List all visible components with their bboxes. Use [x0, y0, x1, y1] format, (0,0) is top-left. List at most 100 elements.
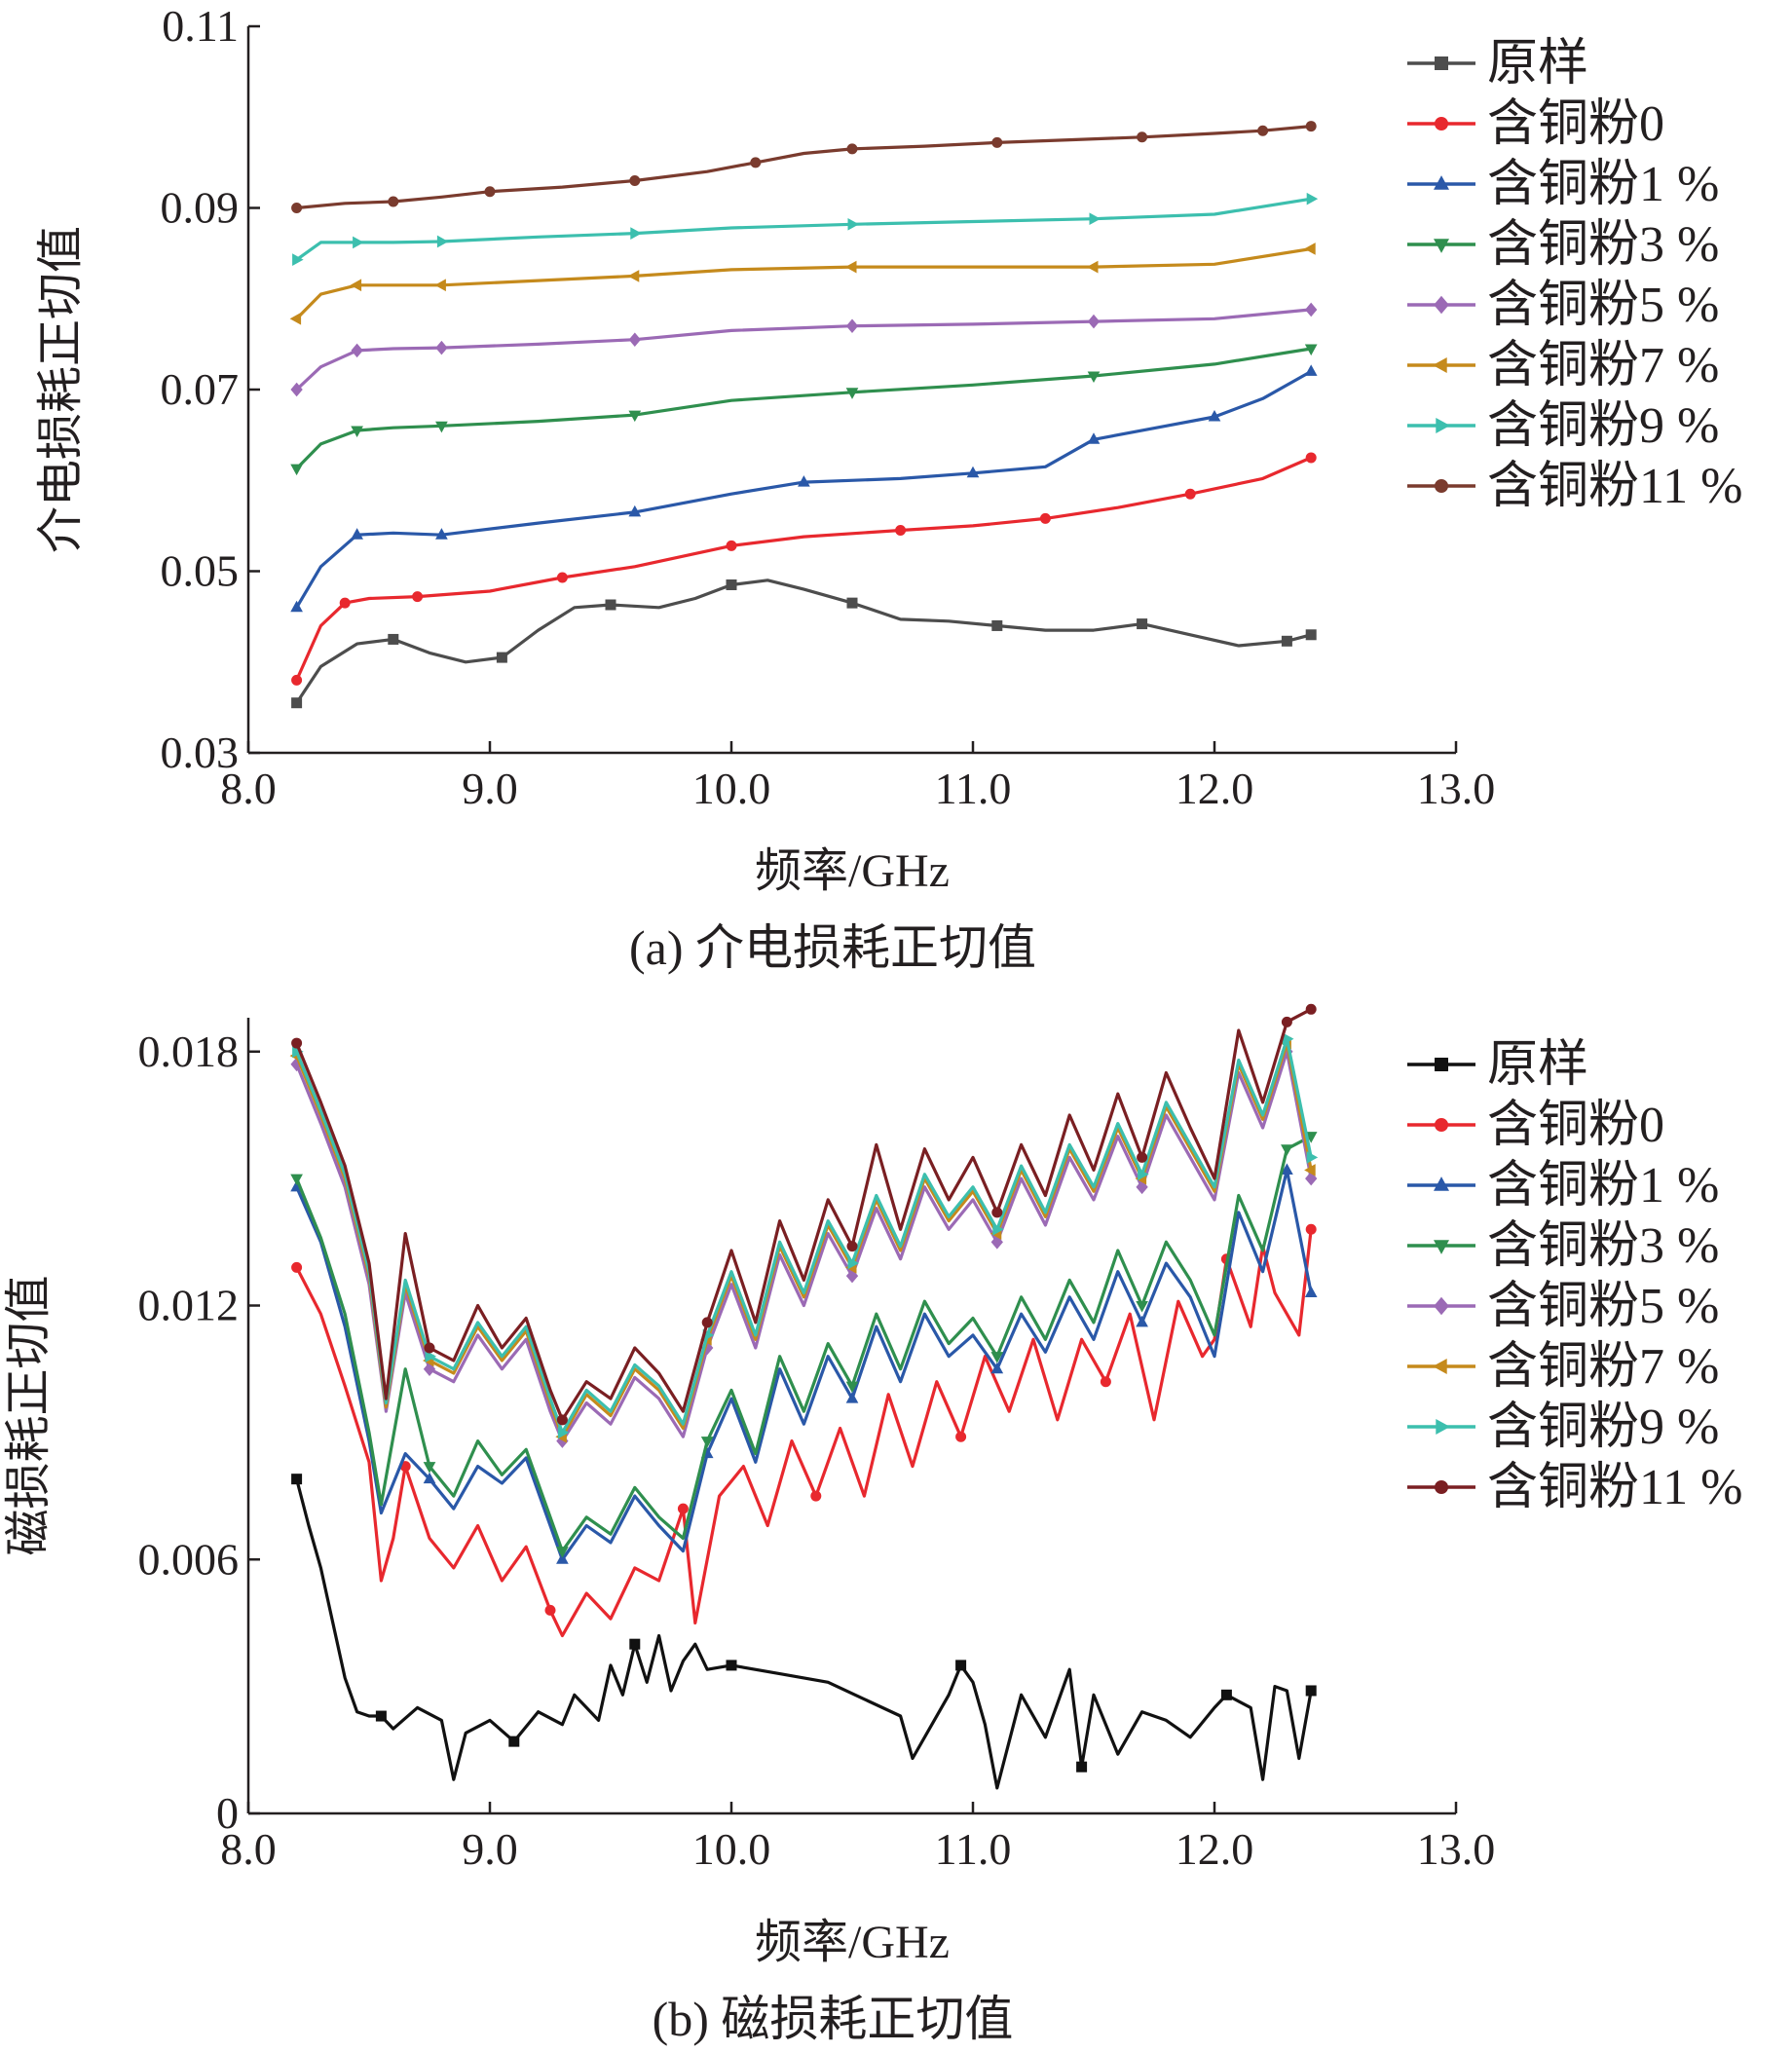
data-point-marker — [955, 1660, 967, 1671]
legend-marker — [1434, 175, 1449, 190]
series-line-group — [290, 1163, 1318, 1564]
series-line — [295, 1007, 1312, 1422]
data-point-marker — [435, 340, 448, 355]
data-point-marker — [375, 1710, 387, 1722]
data-point-marker — [291, 1037, 303, 1049]
x-tick-label: 8.0 — [220, 1824, 277, 1874]
data-point-marker — [1039, 512, 1051, 524]
data-point-marker — [810, 1490, 822, 1502]
legend-marker — [1436, 418, 1450, 433]
data-point-marker — [726, 1660, 737, 1671]
data-point-marker — [291, 1261, 303, 1273]
data-point-marker — [1136, 1301, 1148, 1313]
legend-label: 含铜粉0 — [1487, 96, 1664, 152]
data-point-marker — [544, 1604, 556, 1616]
y-tick-label: 0.012 — [138, 1281, 240, 1330]
data-point-marker — [1304, 344, 1318, 356]
legend-marker — [1435, 479, 1448, 493]
data-point-marker — [846, 597, 858, 609]
data-point-marker — [701, 1317, 713, 1328]
data-point-marker — [290, 600, 303, 613]
x-tick-label: 9.0 — [462, 1824, 518, 1874]
data-point-marker — [1086, 260, 1099, 274]
y-tick-label: 0.11 — [162, 1, 239, 51]
data-point-marker — [1304, 1164, 1316, 1176]
series-line — [295, 1229, 1313, 1638]
data-point-marker — [435, 421, 448, 433]
data-point-marker — [351, 528, 363, 540]
legend-label: 含铜粉11 % — [1487, 1460, 1742, 1515]
data-point-marker — [966, 466, 980, 478]
data-point-marker — [1136, 1315, 1148, 1327]
data-point-marker — [990, 1235, 1003, 1250]
data-point-marker — [991, 136, 1003, 148]
data-point-marker — [291, 203, 303, 213]
legend-label: 含铜粉5 % — [1487, 278, 1719, 333]
legend-marker — [1434, 1296, 1449, 1316]
data-point-marker — [496, 652, 507, 663]
data-point-marker — [990, 1362, 1004, 1374]
series-line — [295, 347, 1312, 470]
data-point-marker — [291, 1474, 303, 1485]
data-point-marker — [436, 235, 449, 248]
data-point-marker — [1220, 1689, 1232, 1700]
legend-label: 含铜粉7 % — [1487, 1339, 1719, 1395]
data-point-marker — [388, 196, 399, 207]
data-point-marker — [700, 1437, 714, 1448]
data-point-marker — [628, 332, 641, 347]
series-line-group — [290, 344, 1318, 476]
data-point-marker — [351, 343, 363, 358]
data-point-marker — [508, 1736, 520, 1747]
data-point-marker — [1137, 618, 1148, 630]
data-point-marker — [434, 279, 446, 292]
series-line — [295, 197, 1312, 261]
panel-caption: (b) 磁损耗正切值 — [653, 1992, 1014, 2046]
y-tick-label: 0.006 — [138, 1534, 240, 1584]
x-tick-label: 13.0 — [1417, 1824, 1496, 1874]
data-point-marker — [388, 633, 399, 645]
data-point-marker — [992, 1222, 1004, 1236]
data-point-marker — [1257, 125, 1269, 136]
data-point-marker — [424, 1342, 435, 1354]
data-point-marker — [353, 236, 364, 249]
series-line-group — [289, 243, 1316, 325]
data-point-marker — [425, 1350, 437, 1363]
data-point-marker — [1281, 1144, 1293, 1156]
series-line — [295, 370, 1312, 609]
panel-caption: (a) 介电损耗正切值 — [629, 920, 1036, 975]
data-point-marker — [291, 674, 303, 686]
data-point-marker — [798, 475, 810, 487]
series-line-group — [290, 1044, 1318, 1448]
data-point-marker — [629, 175, 641, 187]
series-line-group — [290, 302, 1318, 397]
data-point-marker — [1137, 131, 1148, 143]
legend-label: 含铜粉3 % — [1487, 217, 1719, 273]
series-line — [295, 1050, 1313, 1443]
data-point-marker — [955, 1431, 967, 1442]
data-point-marker — [1305, 629, 1317, 641]
data-point-marker — [1184, 488, 1196, 500]
series-line — [296, 125, 1312, 210]
series-line — [295, 1135, 1312, 1553]
series-line-group — [291, 121, 1317, 213]
data-point-marker — [291, 697, 303, 709]
data-point-marker — [845, 388, 859, 399]
data-point-marker — [292, 253, 304, 266]
data-point-marker — [1281, 635, 1292, 647]
data-point-marker — [557, 1426, 570, 1439]
data-point-marker — [484, 186, 496, 198]
x-tick-label: 10.0 — [692, 764, 771, 813]
data-point-marker — [677, 1503, 689, 1514]
x-axis-label: 频率/GHz — [755, 845, 950, 897]
data-point-marker — [351, 426, 363, 438]
data-point-marker — [289, 312, 302, 325]
legend-marker — [1434, 295, 1449, 315]
legend-marker — [1434, 239, 1449, 253]
data-point-marker — [1138, 1168, 1149, 1181]
legend-label: 含铜粉9 % — [1487, 398, 1719, 454]
data-point-marker — [1087, 432, 1101, 444]
data-point-marker — [412, 591, 424, 603]
x-tick-label: 10.0 — [692, 1824, 771, 1874]
